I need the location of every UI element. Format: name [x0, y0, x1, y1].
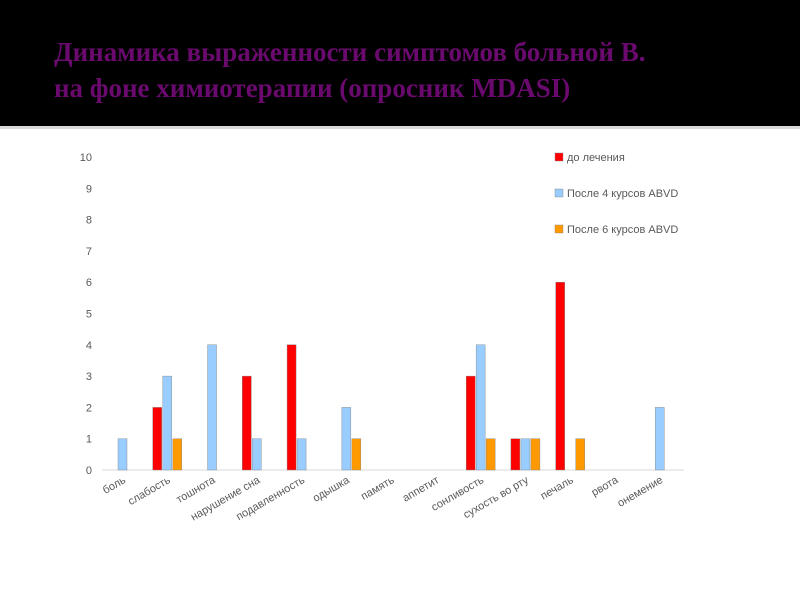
x-category-label: одышка: [311, 474, 353, 505]
slide-title: Динамика выраженности симптомов больной …: [54, 34, 774, 106]
legend-swatch: [554, 188, 564, 198]
y-tick-label: 8: [86, 215, 92, 227]
bar-3: [172, 438, 182, 471]
bar-2: [655, 407, 665, 471]
bar-2: [252, 438, 262, 471]
y-tick-label: 9: [86, 183, 92, 195]
bar-2: [207, 344, 217, 471]
bar-1: [242, 375, 252, 471]
bar-2: [341, 407, 352, 471]
bar-1: [286, 344, 297, 471]
x-category-label: боль: [101, 474, 128, 497]
slide-title-line-2: на фоне химиотерапии (опросник MDASI): [54, 73, 571, 103]
legend-swatch: [554, 152, 564, 162]
x-category-label: слабость: [126, 474, 173, 508]
bar-3: [485, 438, 496, 471]
bar-1: [465, 375, 476, 471]
bar-1: [510, 438, 521, 471]
y-tick-label: 4: [86, 340, 92, 352]
y-tick-label: 2: [86, 402, 92, 414]
y-tick-label: 3: [86, 371, 92, 383]
legend-label: до лечения: [567, 152, 625, 164]
x-category-label: рвота: [589, 474, 621, 499]
bar-2: [475, 344, 486, 471]
slide-title-line-1: Динамика выраженности симптомов больной …: [54, 37, 646, 67]
x-category-label: печаль: [539, 474, 576, 502]
y-tick-label: 1: [86, 434, 92, 446]
bar-1: [555, 281, 565, 471]
bar-2: [296, 438, 307, 471]
y-tick-label: 10: [80, 152, 92, 164]
title-band: Динамика выраженности симптомов больной …: [0, 0, 800, 126]
y-tick-label: 6: [86, 277, 92, 289]
y-tick-label: 0: [86, 465, 92, 477]
x-category-label: память: [359, 474, 397, 503]
legend-label: После 4 курсов ABVD: [567, 188, 678, 200]
bar-3: [530, 438, 541, 471]
x-category-label: онемение: [616, 474, 666, 510]
legend-swatch: [554, 224, 564, 234]
bar-3: [575, 438, 585, 471]
bar-3: [351, 438, 362, 471]
y-tick-label: 5: [86, 309, 92, 321]
bar-2: [117, 438, 128, 471]
y-tick-label: 7: [86, 246, 92, 258]
bar-2: [162, 375, 172, 471]
chart-panel: 0 1 2 3 4 5 6 7 8 9 10 боль слабость тошнота нарушение…: [0, 126, 800, 600]
legend-label: После 6 курсов ABVD: [567, 224, 678, 236]
bar-1: [152, 407, 162, 471]
bar-2: [520, 438, 531, 471]
